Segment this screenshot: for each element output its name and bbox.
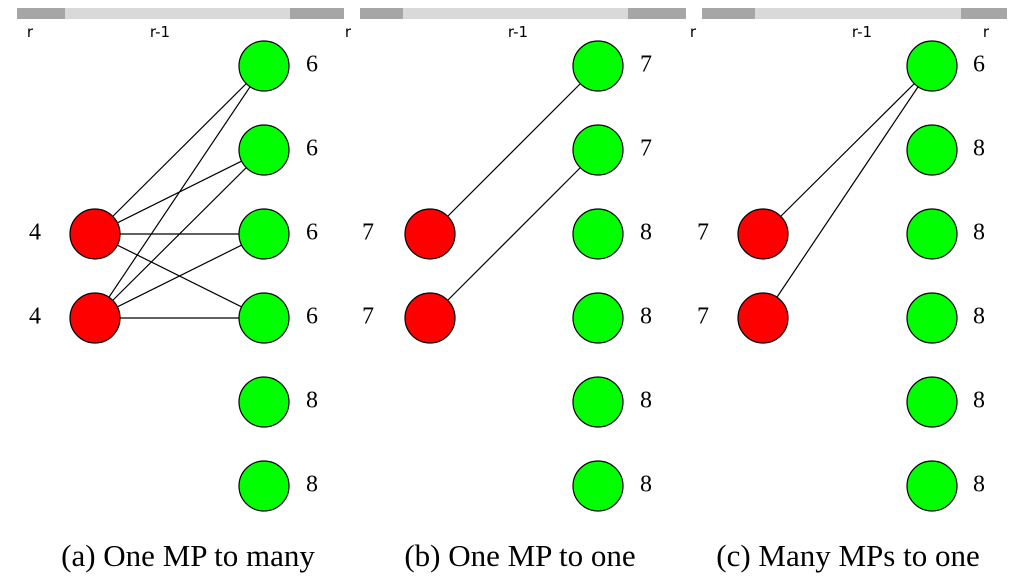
node-label: 8 bbox=[640, 388, 652, 414]
green-node bbox=[906, 376, 958, 428]
green-node bbox=[572, 460, 624, 512]
bar-light bbox=[360, 8, 686, 19]
node-label: 8 bbox=[973, 136, 985, 162]
panel: r-1 7 7 7 7 8 8 8 8 (b) One MP to one bbox=[360, 8, 686, 573]
node-label: 7 bbox=[362, 220, 374, 246]
green-node bbox=[238, 376, 290, 428]
red-node bbox=[737, 292, 789, 344]
node-label: 6 bbox=[306, 52, 318, 78]
edge bbox=[94, 65, 265, 235]
node-label: 6 bbox=[306, 304, 318, 330]
top-label: r-1 bbox=[150, 23, 170, 41]
edge bbox=[94, 149, 265, 319]
node-label: 7 bbox=[362, 304, 374, 330]
green-node bbox=[572, 208, 624, 260]
bar-dark bbox=[628, 8, 686, 19]
green-node bbox=[906, 460, 958, 512]
green-node bbox=[238, 208, 290, 260]
top-label: r bbox=[983, 23, 990, 41]
bar-dark bbox=[17, 8, 65, 19]
green-node bbox=[238, 40, 290, 92]
node-label: 8 bbox=[973, 472, 985, 498]
node-label: 7 bbox=[640, 136, 652, 162]
red-node bbox=[404, 208, 456, 260]
edge bbox=[94, 233, 265, 319]
top-label: r bbox=[27, 23, 34, 41]
node-label: 8 bbox=[640, 220, 652, 246]
node-label: 6 bbox=[306, 136, 318, 162]
caption: (c) Many MPs to one bbox=[716, 538, 979, 573]
green-node bbox=[572, 376, 624, 428]
green-node bbox=[238, 292, 290, 344]
node-label: 6 bbox=[306, 220, 318, 246]
bar-dark bbox=[360, 8, 403, 19]
bar-light bbox=[702, 8, 1007, 19]
edge bbox=[762, 65, 933, 319]
bar-dark bbox=[961, 8, 1007, 19]
node-label: 4 bbox=[29, 304, 41, 330]
node-label: 8 bbox=[306, 472, 318, 498]
node-label: 8 bbox=[640, 472, 652, 498]
red-node bbox=[737, 208, 789, 260]
green-node bbox=[572, 40, 624, 92]
node-label: 7 bbox=[640, 52, 652, 78]
node-label: 7 bbox=[697, 304, 709, 330]
red-node bbox=[69, 208, 121, 260]
edge bbox=[429, 149, 599, 319]
green-node bbox=[906, 292, 958, 344]
bar-light bbox=[17, 8, 344, 19]
bar-dark bbox=[290, 8, 344, 19]
caption: (b) One MP to one bbox=[404, 538, 635, 573]
top-label: r bbox=[345, 23, 352, 41]
node-label: 8 bbox=[973, 304, 985, 330]
node-label: 8 bbox=[973, 388, 985, 414]
node-label: 8 bbox=[640, 304, 652, 330]
caption: (a) One MP to many bbox=[61, 538, 315, 573]
node-label: 8 bbox=[973, 220, 985, 246]
node-label: 8 bbox=[306, 388, 318, 414]
panel: r r-1 r 4 4 6 6 6 6 8 8 (a) One MP to many bbox=[17, 8, 352, 573]
green-node bbox=[572, 124, 624, 176]
red-node bbox=[404, 292, 456, 344]
red-node bbox=[69, 292, 121, 344]
top-label: r bbox=[690, 23, 697, 41]
green-node bbox=[238, 124, 290, 176]
node-label: 6 bbox=[973, 52, 985, 78]
green-node bbox=[572, 292, 624, 344]
node-label: 4 bbox=[29, 220, 41, 246]
node-label: 7 bbox=[697, 220, 709, 246]
edge bbox=[429, 65, 599, 235]
edge bbox=[94, 65, 265, 319]
green-node bbox=[906, 208, 958, 260]
panel: r r-1 r 7 7 6 8 8 8 8 8 (c) Many MPs to one bbox=[690, 8, 1007, 573]
green-node bbox=[238, 460, 290, 512]
edge bbox=[762, 65, 933, 235]
top-label: r-1 bbox=[852, 23, 872, 41]
bar-dark bbox=[702, 8, 755, 19]
green-node bbox=[906, 124, 958, 176]
green-node bbox=[906, 40, 958, 92]
top-label: r-1 bbox=[508, 23, 528, 41]
